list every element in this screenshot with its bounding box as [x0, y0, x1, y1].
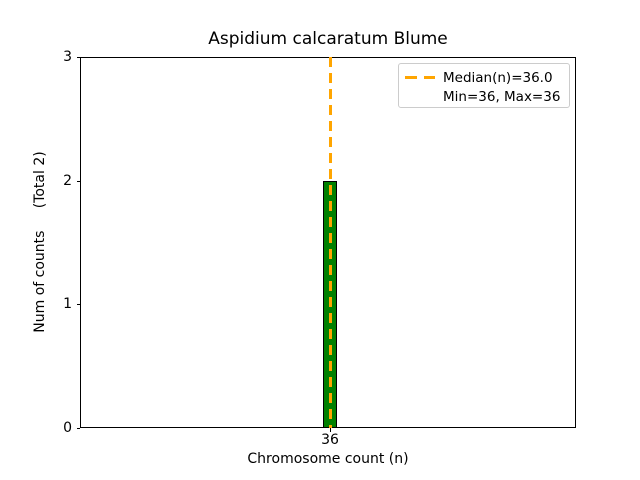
median-dash-icon: [405, 76, 435, 79]
x-tick-mark-36: [329, 428, 331, 432]
legend-row-median: Median(n)=36.0: [405, 68, 563, 87]
median-dashed-line: [328, 57, 332, 428]
legend-row-minmax: Min=36, Max=36: [405, 87, 563, 106]
y-tick-label-0: 0: [63, 420, 72, 436]
x-axis-label: Chromosome count (n): [247, 451, 409, 467]
legend: Median(n)=36.0 Min=36, Max=36: [398, 63, 570, 108]
x-tick-label-36: 36: [321, 432, 339, 448]
legend-median-label: Median(n)=36.0: [443, 69, 553, 86]
legend-empty-handle: [405, 95, 435, 98]
legend-minmax-label: Min=36, Max=36: [443, 88, 561, 105]
y-tick-mark-3: [76, 57, 80, 58]
y-tick-mark-2: [76, 180, 80, 182]
chart-title: Aspidium calcaratum Blume: [208, 29, 448, 49]
y-tick-mark-1: [76, 304, 80, 305]
y-tick-mark-0: [76, 427, 80, 429]
y-tick-label-3: 3: [63, 49, 72, 65]
y-tick-label-2: 2: [63, 173, 72, 189]
y-tick-label-1: 1: [63, 296, 72, 312]
